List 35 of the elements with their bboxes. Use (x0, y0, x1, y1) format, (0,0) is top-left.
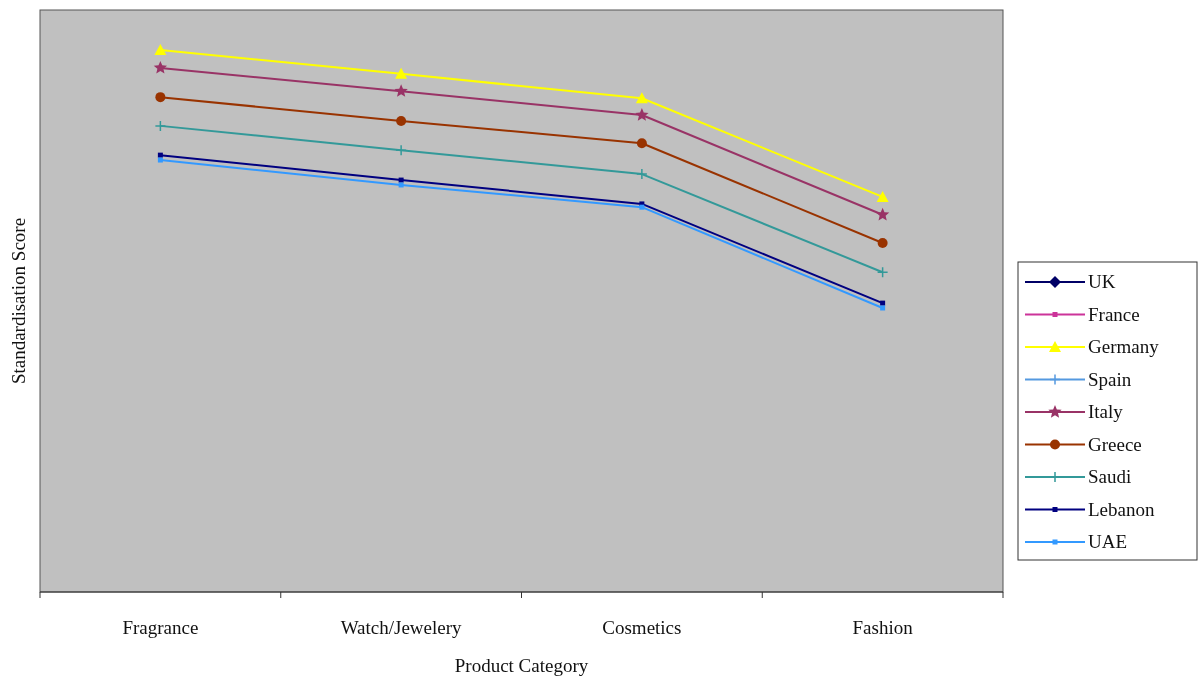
point (157, 157, 163, 163)
point (398, 182, 404, 188)
point (636, 168, 648, 180)
point (396, 116, 407, 126)
legend-label: Italy (1088, 401, 1124, 422)
point (636, 138, 647, 149)
legend-label: Germany (1088, 336, 1160, 357)
point (155, 92, 166, 103)
point (153, 60, 168, 74)
x-tick-label: Watch/Jewelery (340, 617, 463, 638)
point (877, 237, 888, 248)
x-tick-label: Fragrance (122, 617, 199, 638)
legend-label: Greece (1088, 433, 1142, 455)
legend-label: France (1088, 303, 1140, 325)
point (154, 44, 167, 55)
legend-label: Saudi (1088, 466, 1132, 487)
legend-label: Spain (1088, 368, 1132, 390)
point (875, 207, 890, 221)
point (154, 120, 167, 132)
legend-label: Lebanon (1088, 498, 1155, 520)
y-axis-title: Standardisation Score (8, 217, 29, 385)
point (635, 92, 648, 104)
legend-label: UK (1088, 271, 1116, 292)
point (395, 67, 408, 79)
x-tick-label: Fashion (852, 617, 914, 638)
point (876, 190, 889, 202)
x-tick-label: Cosmetics (602, 617, 682, 638)
point (394, 84, 408, 97)
point (635, 108, 649, 121)
point (395, 144, 407, 157)
point (880, 305, 886, 311)
legend-label: UAE (1088, 531, 1128, 552)
point (157, 152, 163, 158)
x-axis-title: Product Category (454, 655, 589, 676)
point (876, 266, 889, 278)
